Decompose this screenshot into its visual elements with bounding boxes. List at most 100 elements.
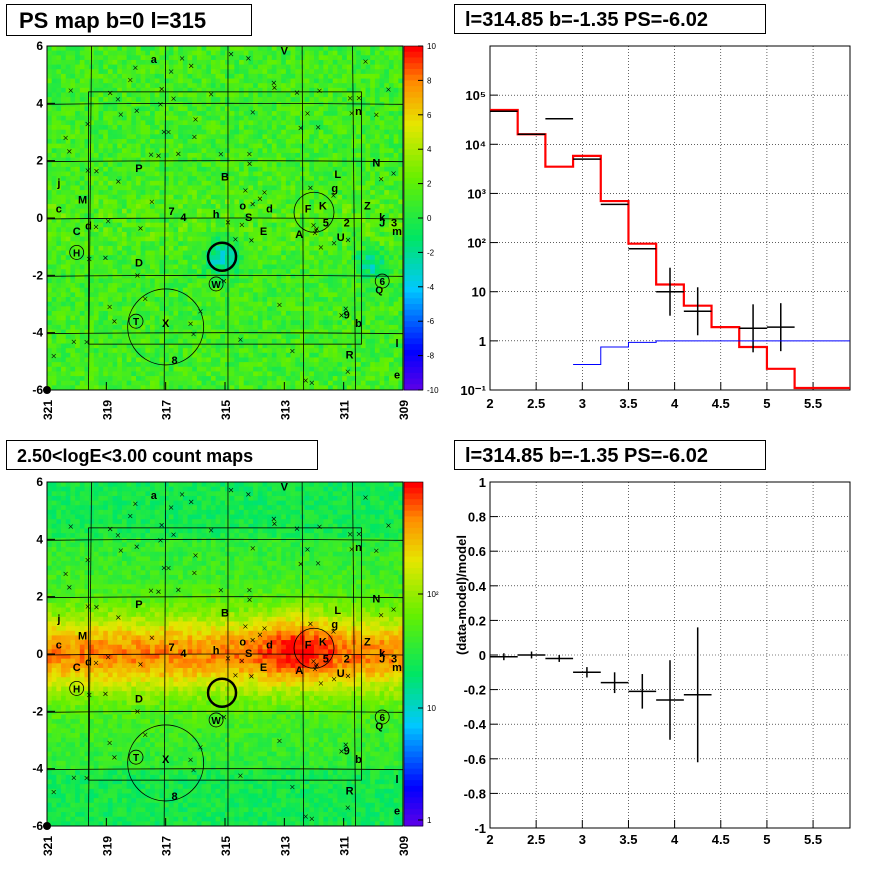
source-cross [249,674,254,679]
colorbar-cell [404,206,423,213]
source-cross [179,56,185,61]
x-tick-label: 319 [100,400,114,420]
colorbar-cell [404,648,423,655]
source-cross [249,238,254,243]
y-tick-label: 1 [479,475,486,490]
source-cross [363,495,368,500]
source-cross [271,80,277,86]
source-label: h [213,645,220,657]
source-label: L [334,169,341,181]
source-label: Z [364,636,371,648]
y-tick-label: 0 [36,211,43,225]
source-cross [107,304,112,310]
colorbar-cell [404,126,423,133]
source-crosses [51,487,396,822]
source-crosses [51,51,396,386]
colorbar-cell [404,785,423,793]
y-tick-label: 0.2 [468,613,486,628]
colorbar-cell [404,499,423,506]
colorbar-cell [404,200,423,208]
x-tick-label: 5.5 [804,396,822,411]
source-cross [318,245,324,250]
source-cross [51,789,56,795]
map-grid-line [46,332,404,335]
ps-position-circle [206,677,238,708]
source-cross [308,185,313,191]
source-label: d [266,639,273,651]
colorbar-cell [404,132,423,139]
colorbar-cell [404,751,423,758]
colorbar-cell [404,281,423,288]
source-label: j [56,177,60,189]
source-cross [87,692,92,698]
source-cross [84,775,89,781]
source-cross [63,135,68,141]
colorbar-cell [404,814,423,821]
model-total-line [490,108,850,390]
y-tick-label: 4 [36,532,43,546]
colorbar-cell [404,780,423,787]
colorbar-tick-label: -10 [427,386,439,395]
source-label: A [295,665,303,677]
source-label: g [331,619,338,631]
source-label: 5 [323,654,329,666]
source-cross [309,816,315,822]
residual-plot: 2 2.5 3 3.5 4 4.5 5 5.5 -1 -0.8 -0.6 -0.4 -0.2 0 0.2 0.… [454,475,851,847]
source-cross [135,273,140,278]
x-tick-label: 3 [579,396,586,411]
source-cross [158,538,163,543]
source-label: E [260,226,267,238]
y-tick-label: 0 [36,647,43,661]
source-cross [262,190,267,195]
colorbar-cell [404,808,423,816]
x-tick-label: 5 [763,396,770,411]
source-cross [193,117,198,122]
source-marker [208,712,224,728]
x-tick-label: 3 [579,832,586,847]
map-grid-line [46,710,404,713]
source-cross [128,513,133,519]
source-cross [85,168,91,173]
source-cross [166,565,171,571]
source-marker [208,276,224,292]
map-grid [46,45,404,391]
colorbar-cell [404,579,423,586]
source-cross [93,660,99,666]
colorbar-cell [404,556,423,563]
y-tick-label: -6 [32,383,43,397]
colorbar-cell [404,212,423,219]
source-cross [103,255,108,261]
source-cross [67,585,72,590]
y-tick-label: 0.8 [468,510,486,525]
source-cross [272,85,277,90]
source-cross [179,492,185,497]
colorbar-tick-label: 10² [427,590,439,599]
x-tick-label: 4.5 [712,832,730,847]
colorbar-cell [404,510,423,517]
source-label: Z [364,200,371,212]
y-tick-label: -4 [32,762,43,776]
source-cross [262,626,267,631]
source-cross [103,691,108,697]
source-cross [107,526,113,532]
colorbar-cell [404,533,423,540]
colorbar-tick-label: 4 [427,145,432,154]
source-cross [247,587,252,593]
colorbar-cell [404,177,423,185]
source-cross [343,742,348,747]
source-label: j [56,613,60,625]
x-tick-label: 3.5 [619,832,637,847]
source-cross [161,565,167,571]
source-cross [331,193,336,198]
source-cross [349,547,354,552]
colorbar-cell [404,160,423,167]
map-grid-line [352,45,356,391]
source-cross [315,561,321,566]
source-label: H [73,684,80,695]
source-cross [159,86,164,92]
colorbar-cell [404,315,423,322]
colorbar-cell [404,166,423,173]
colorbar-cell [404,149,423,156]
colorbar-cell [404,189,423,196]
colorbar-cell [404,275,423,282]
